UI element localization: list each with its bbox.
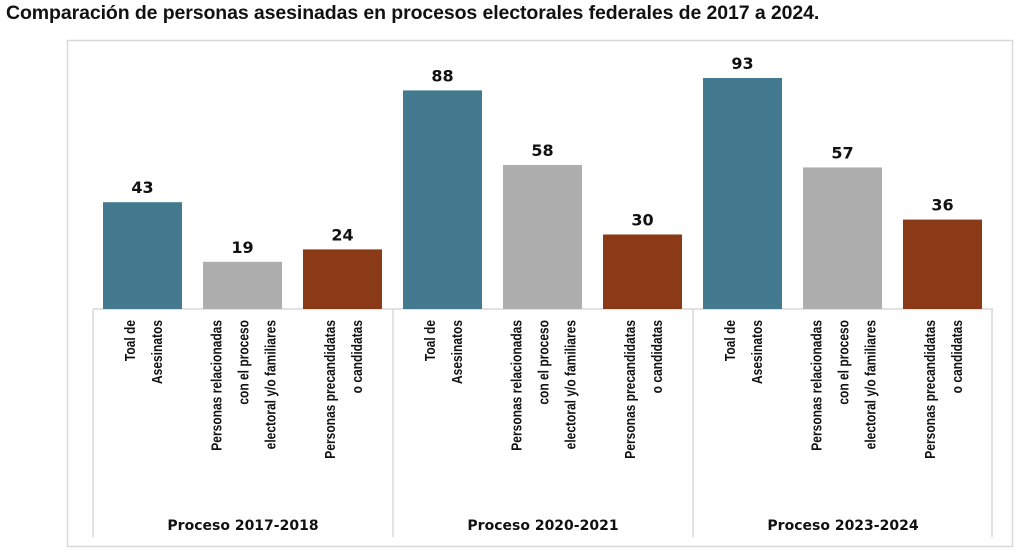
category-label: Personas precandidatas [622, 320, 639, 459]
data-label: 88 [431, 66, 453, 85]
category-label: Asesinatos [449, 320, 466, 384]
category-label: Personas precandidatas [322, 320, 339, 459]
data-label: 57 [831, 143, 853, 162]
category-label: Personas precandidatas [922, 320, 939, 459]
category-label: Asesinatos [149, 320, 166, 384]
chart-frame [66, 39, 1014, 548]
data-label: 58 [531, 141, 553, 160]
category-label: con el proceso [835, 320, 852, 405]
chart-title: Comparación de personas asesinadas en pr… [6, 2, 820, 24]
category-label: Toal de [122, 320, 139, 361]
category-label: Asesinatos [749, 320, 766, 384]
data-label: 93 [731, 54, 753, 73]
data-label: 30 [631, 210, 653, 229]
bar [503, 164, 582, 309]
data-label: 36 [931, 196, 953, 215]
bar [803, 167, 882, 309]
bar [203, 261, 282, 309]
category-label: o candidatas [349, 320, 366, 393]
group-label: Proceso 2020-2021 [467, 518, 618, 534]
bar [303, 249, 382, 309]
category-label: electoral y/o familiares [862, 320, 879, 449]
category-label: o candidatas [949, 320, 966, 393]
category-label: Personas relacionadas [208, 320, 225, 451]
group-label: Proceso 2023-2024 [767, 518, 918, 534]
category-label: o candidatas [649, 320, 666, 393]
category-label: con el proceso [235, 320, 252, 405]
data-label: 19 [231, 238, 253, 257]
category-label: electoral y/o familiares [262, 320, 279, 449]
category-label: Personas relacionadas [808, 320, 825, 451]
category-label: con el proceso [535, 320, 552, 405]
bar [403, 90, 482, 309]
data-label: 24 [331, 225, 353, 244]
bar [603, 234, 682, 309]
data-label: 43 [131, 178, 153, 197]
category-label: Toal de [422, 320, 439, 361]
bar [903, 219, 982, 309]
bar [703, 78, 782, 309]
bar [103, 202, 182, 309]
category-label: Personas relacionadas [508, 320, 525, 451]
group-label: Proceso 2017-2018 [167, 518, 318, 534]
category-label: Toal de [722, 320, 739, 361]
category-label: electoral y/o familiares [562, 320, 579, 449]
